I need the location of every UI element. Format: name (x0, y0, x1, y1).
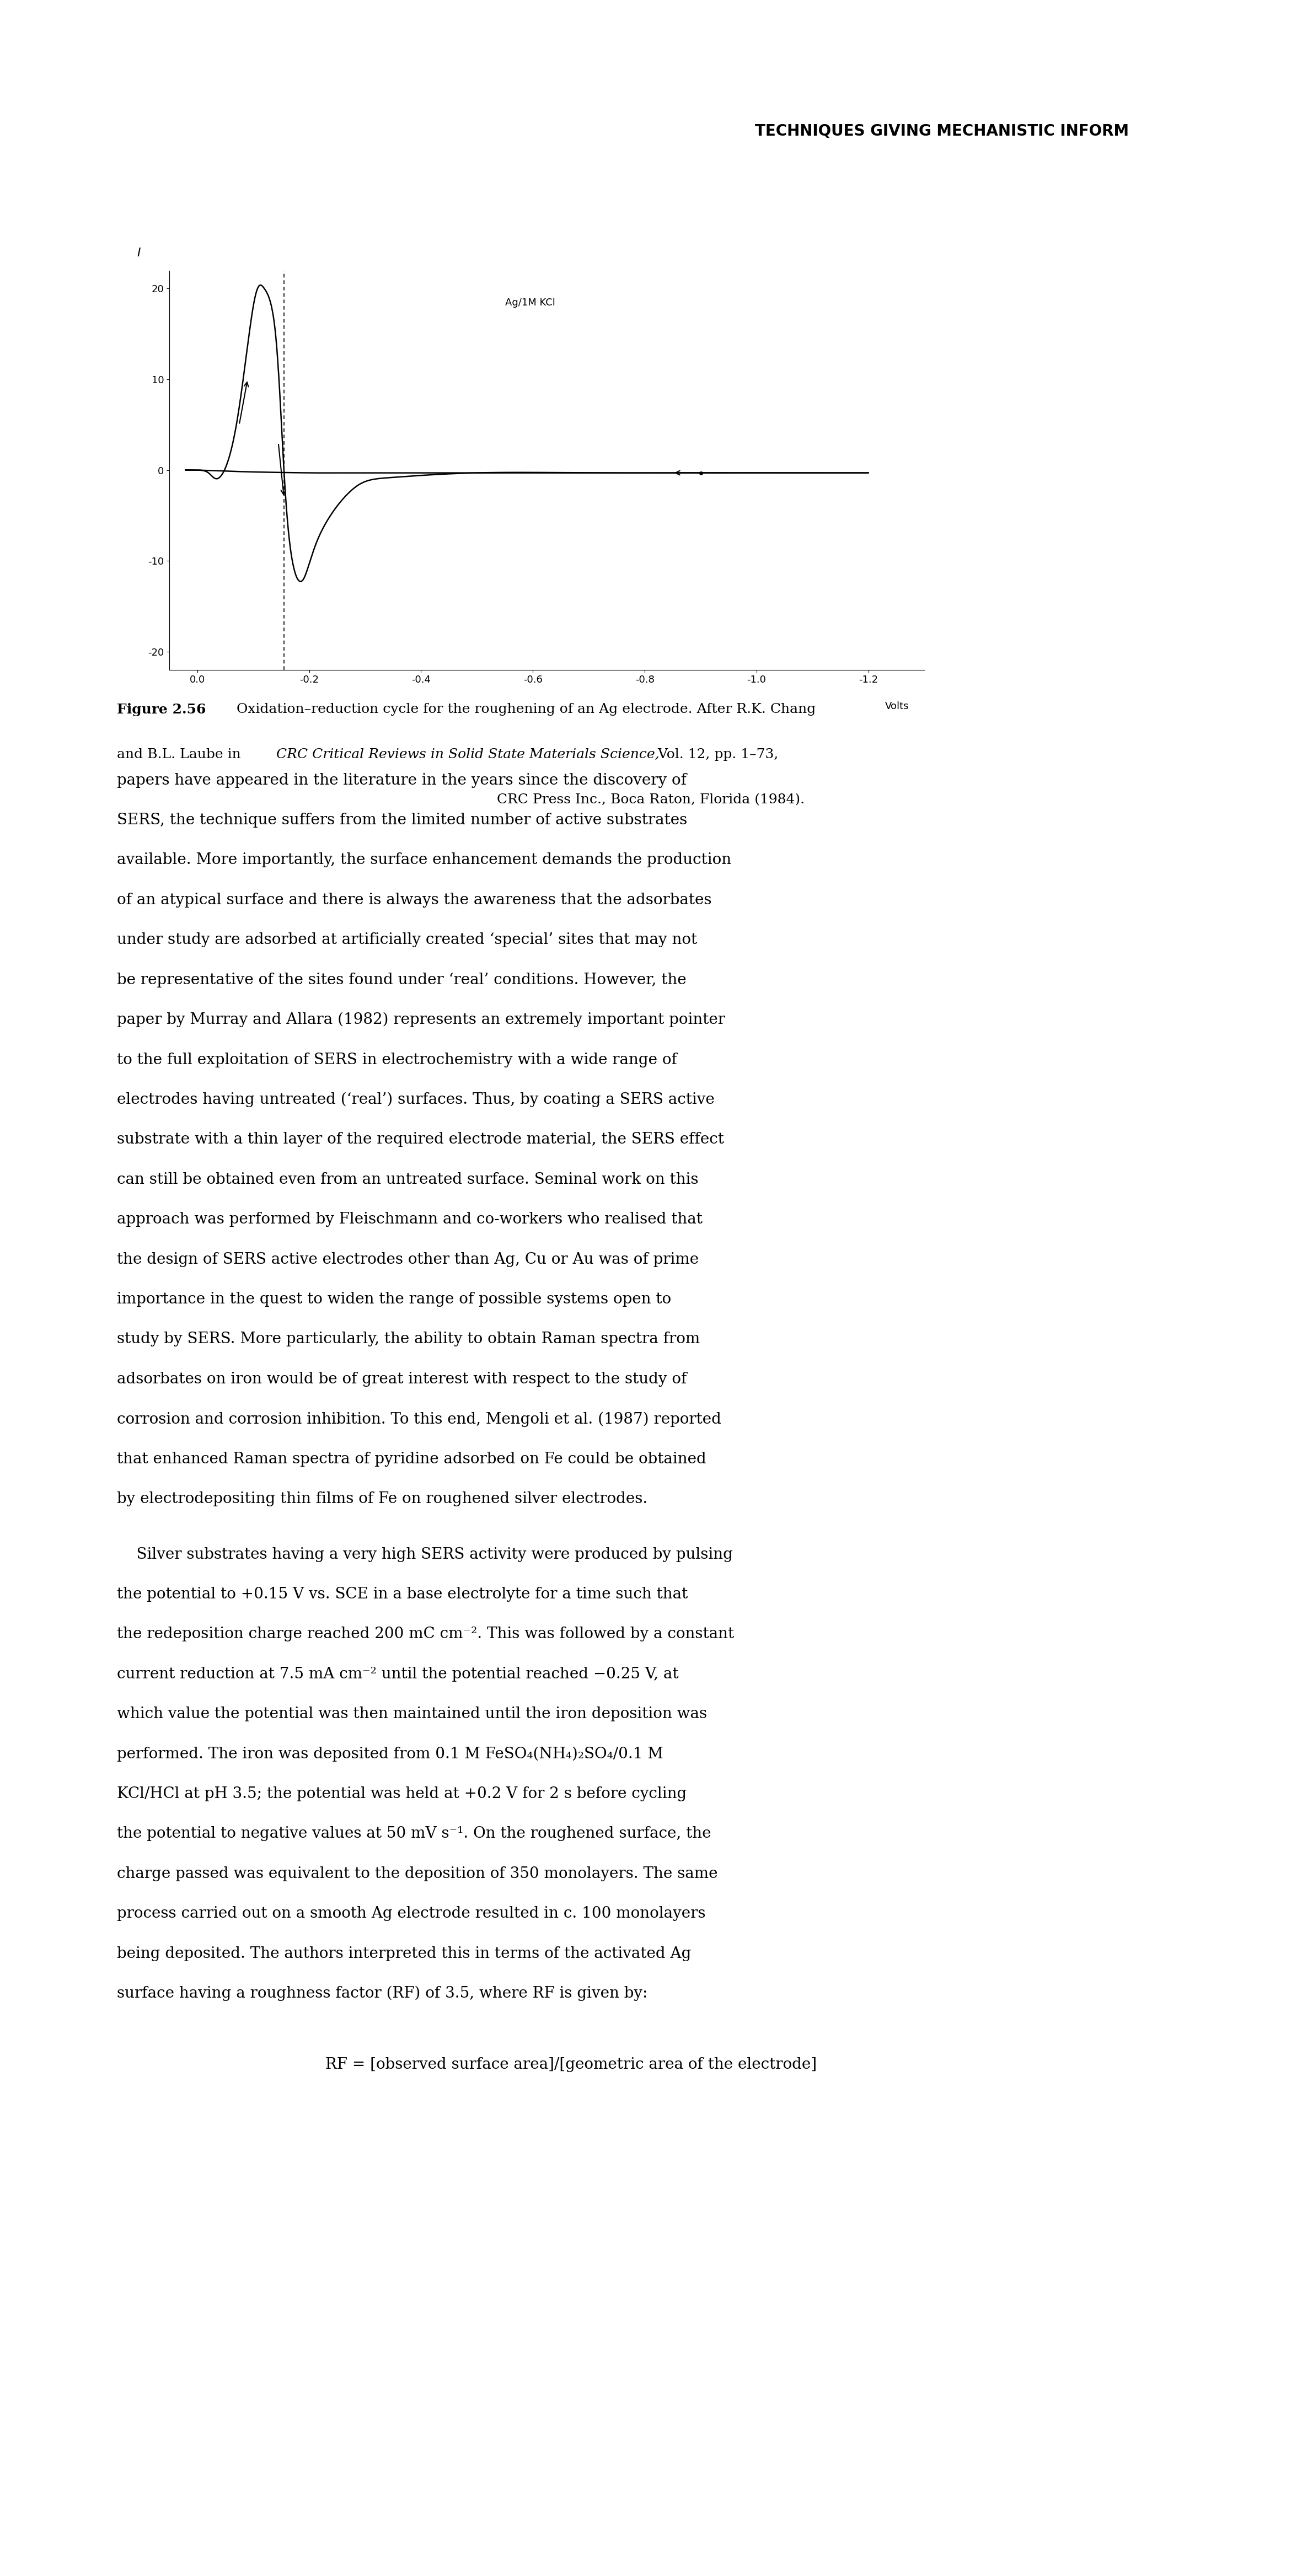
Text: CRC Press Inc., Boca Raton, Florida (1984).: CRC Press Inc., Boca Raton, Florida (198… (497, 793, 805, 806)
Text: SERS, the technique suffers from the limited number of active substrates: SERS, the technique suffers from the lim… (117, 814, 687, 827)
Text: paper by Murray and Allara (1982) represents an extremely important pointer: paper by Murray and Allara (1982) repres… (117, 1012, 725, 1028)
Text: available. More importantly, the surface enhancement demands the production: available. More importantly, the surface… (117, 853, 732, 868)
Text: substrate with a thin layer of the required electrode material, the SERS effect: substrate with a thin layer of the requi… (117, 1133, 724, 1146)
Text: the potential to negative values at 50 mV s⁻¹. On the roughened surface, the: the potential to negative values at 50 m… (117, 1826, 711, 1842)
Text: the redeposition charge reached 200 mC cm⁻². This was followed by a constant: the redeposition charge reached 200 mC c… (117, 1628, 734, 1641)
Text: under study are adsorbed at artificially created ‘special’ sites that may not: under study are adsorbed at artificially… (117, 933, 698, 948)
Text: process carried out on a smooth Ag electrode resulted in c. 100 monolayers: process carried out on a smooth Ag elect… (117, 1906, 706, 1922)
Text: can still be obtained even from an untreated surface. Seminal work on this: can still be obtained even from an untre… (117, 1172, 699, 1188)
Text: Vol. 12, pp. 1–73,: Vol. 12, pp. 1–73, (654, 747, 779, 760)
Text: be representative of the sites found under ‘real’ conditions. However, the: be representative of the sites found und… (117, 974, 686, 987)
Text: current reduction at 7.5 mA cm⁻² until the potential reached −0.25 V, at: current reduction at 7.5 mA cm⁻² until t… (117, 1667, 678, 1682)
Text: adsorbates on iron would be of great interest with respect to the study of: adsorbates on iron would be of great int… (117, 1373, 687, 1386)
Text: and B.L. Laube in: and B.L. Laube in (117, 747, 246, 760)
Text: the potential to +0.15 V vs. SCE in a base electrolyte for a time such that: the potential to +0.15 V vs. SCE in a ba… (117, 1587, 687, 1602)
Text: corrosion and corrosion inhibition. To this end, Mengoli et al. (1987) reported: corrosion and corrosion inhibition. To t… (117, 1412, 721, 1427)
Text: to the full exploitation of SERS in electrochemistry with a wide range of: to the full exploitation of SERS in elec… (117, 1054, 677, 1066)
Text: importance in the quest to widen the range of possible systems open to: importance in the quest to widen the ran… (117, 1293, 672, 1306)
Text: by electrodepositing thin films of Fe on roughened silver electrodes.: by electrodepositing thin films of Fe on… (117, 1492, 648, 1507)
Text: papers have appeared in the literature in the years since the discovery of: papers have appeared in the literature i… (117, 773, 687, 788)
Text: CRC Critical Reviews in Solid State Materials Science,: CRC Critical Reviews in Solid State Mate… (276, 747, 659, 760)
Text: performed. The iron was deposited from 0.1 M FeSO₄(NH₄)₂SO₄/0.1 M: performed. The iron was deposited from 0… (117, 1747, 664, 1762)
Text: study by SERS. More particularly, the ability to obtain Raman spectra from: study by SERS. More particularly, the ab… (117, 1332, 700, 1347)
Text: RF = [observed surface area]/[geometric area of the electrode]: RF = [observed surface area]/[geometric … (326, 2056, 816, 2071)
Text: that enhanced Raman spectra of pyridine adsorbed on Fe could be obtained: that enhanced Raman spectra of pyridine … (117, 1453, 707, 1466)
Text: Ag/1M KCl: Ag/1M KCl (505, 299, 555, 307)
Y-axis label: I: I (137, 247, 141, 258)
Text: KCl/HCl at pH 3.5; the potential was held at +0.2 V for 2 s before cycling: KCl/HCl at pH 3.5; the potential was hel… (117, 1788, 687, 1801)
Text: charge passed was equivalent to the deposition of 350 monolayers. The same: charge passed was equivalent to the depo… (117, 1868, 717, 1880)
Text: Oxidation–reduction cycle for the roughening of an Ag electrode. After R.K. Chan: Oxidation–reduction cycle for the roughe… (228, 703, 816, 716)
Text: Volts: Volts (885, 701, 909, 711)
Text: Silver substrates having a very high SERS activity were produced by pulsing: Silver substrates having a very high SER… (117, 1546, 733, 1561)
Text: the design of SERS active electrodes other than Ag, Cu or Au was of prime: the design of SERS active electrodes oth… (117, 1252, 699, 1267)
Text: of an atypical surface and there is always the awareness that the adsorbates: of an atypical surface and there is alwa… (117, 894, 712, 907)
Text: which value the potential was then maintained until the iron deposition was: which value the potential was then maint… (117, 1708, 707, 1721)
Text: TECHNIQUES GIVING MECHANISTIC INFORM: TECHNIQUES GIVING MECHANISTIC INFORM (755, 124, 1129, 139)
Text: approach was performed by Fleischmann and co-workers who realised that: approach was performed by Fleischmann an… (117, 1213, 703, 1226)
Text: Figure 2.56: Figure 2.56 (117, 703, 206, 716)
Text: being deposited. The authors interpreted this in terms of the activated Ag: being deposited. The authors interpreted… (117, 1947, 691, 1960)
Text: surface having a roughness factor (RF) of 3.5, where RF is given by:: surface having a roughness factor (RF) o… (117, 1986, 648, 2002)
Text: electrodes having untreated (‘real’) surfaces. Thus, by coating a SERS active: electrodes having untreated (‘real’) sur… (117, 1092, 715, 1108)
